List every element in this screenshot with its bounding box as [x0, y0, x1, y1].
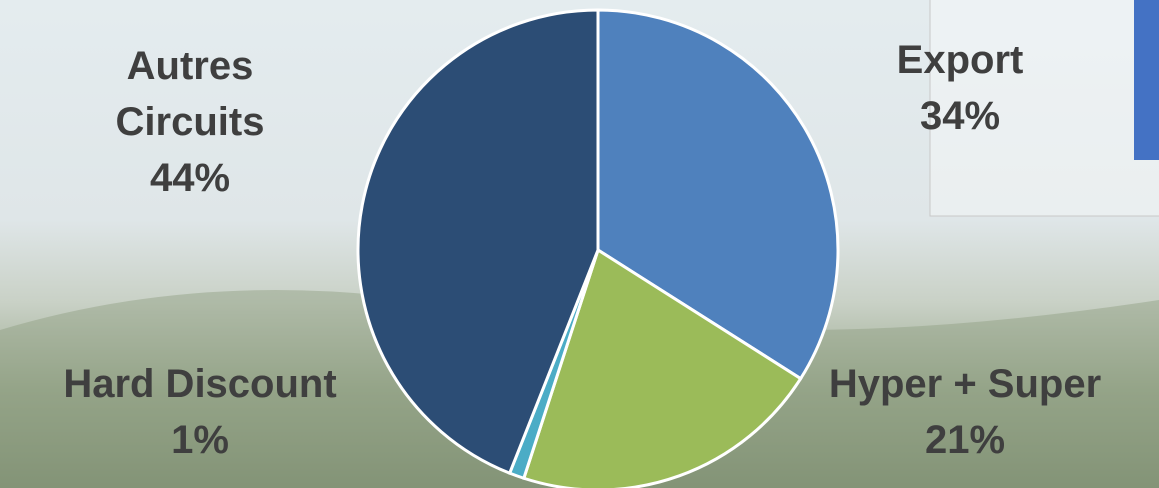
legend-bar [1134, 0, 1159, 160]
category-label: Export [840, 32, 1080, 88]
category-label: Hard Discount [0, 356, 400, 412]
value-label: 44% [80, 150, 300, 206]
value-label: 34% [840, 88, 1080, 144]
value-label: 21% [770, 412, 1159, 468]
value-label: 1% [0, 412, 400, 468]
page: {"chart_data": {"type": "pie", "categori… [0, 0, 1159, 488]
pie [358, 10, 838, 488]
category-label: Hyper + Super [770, 356, 1159, 412]
category-label: Autres Circuits [80, 38, 300, 150]
